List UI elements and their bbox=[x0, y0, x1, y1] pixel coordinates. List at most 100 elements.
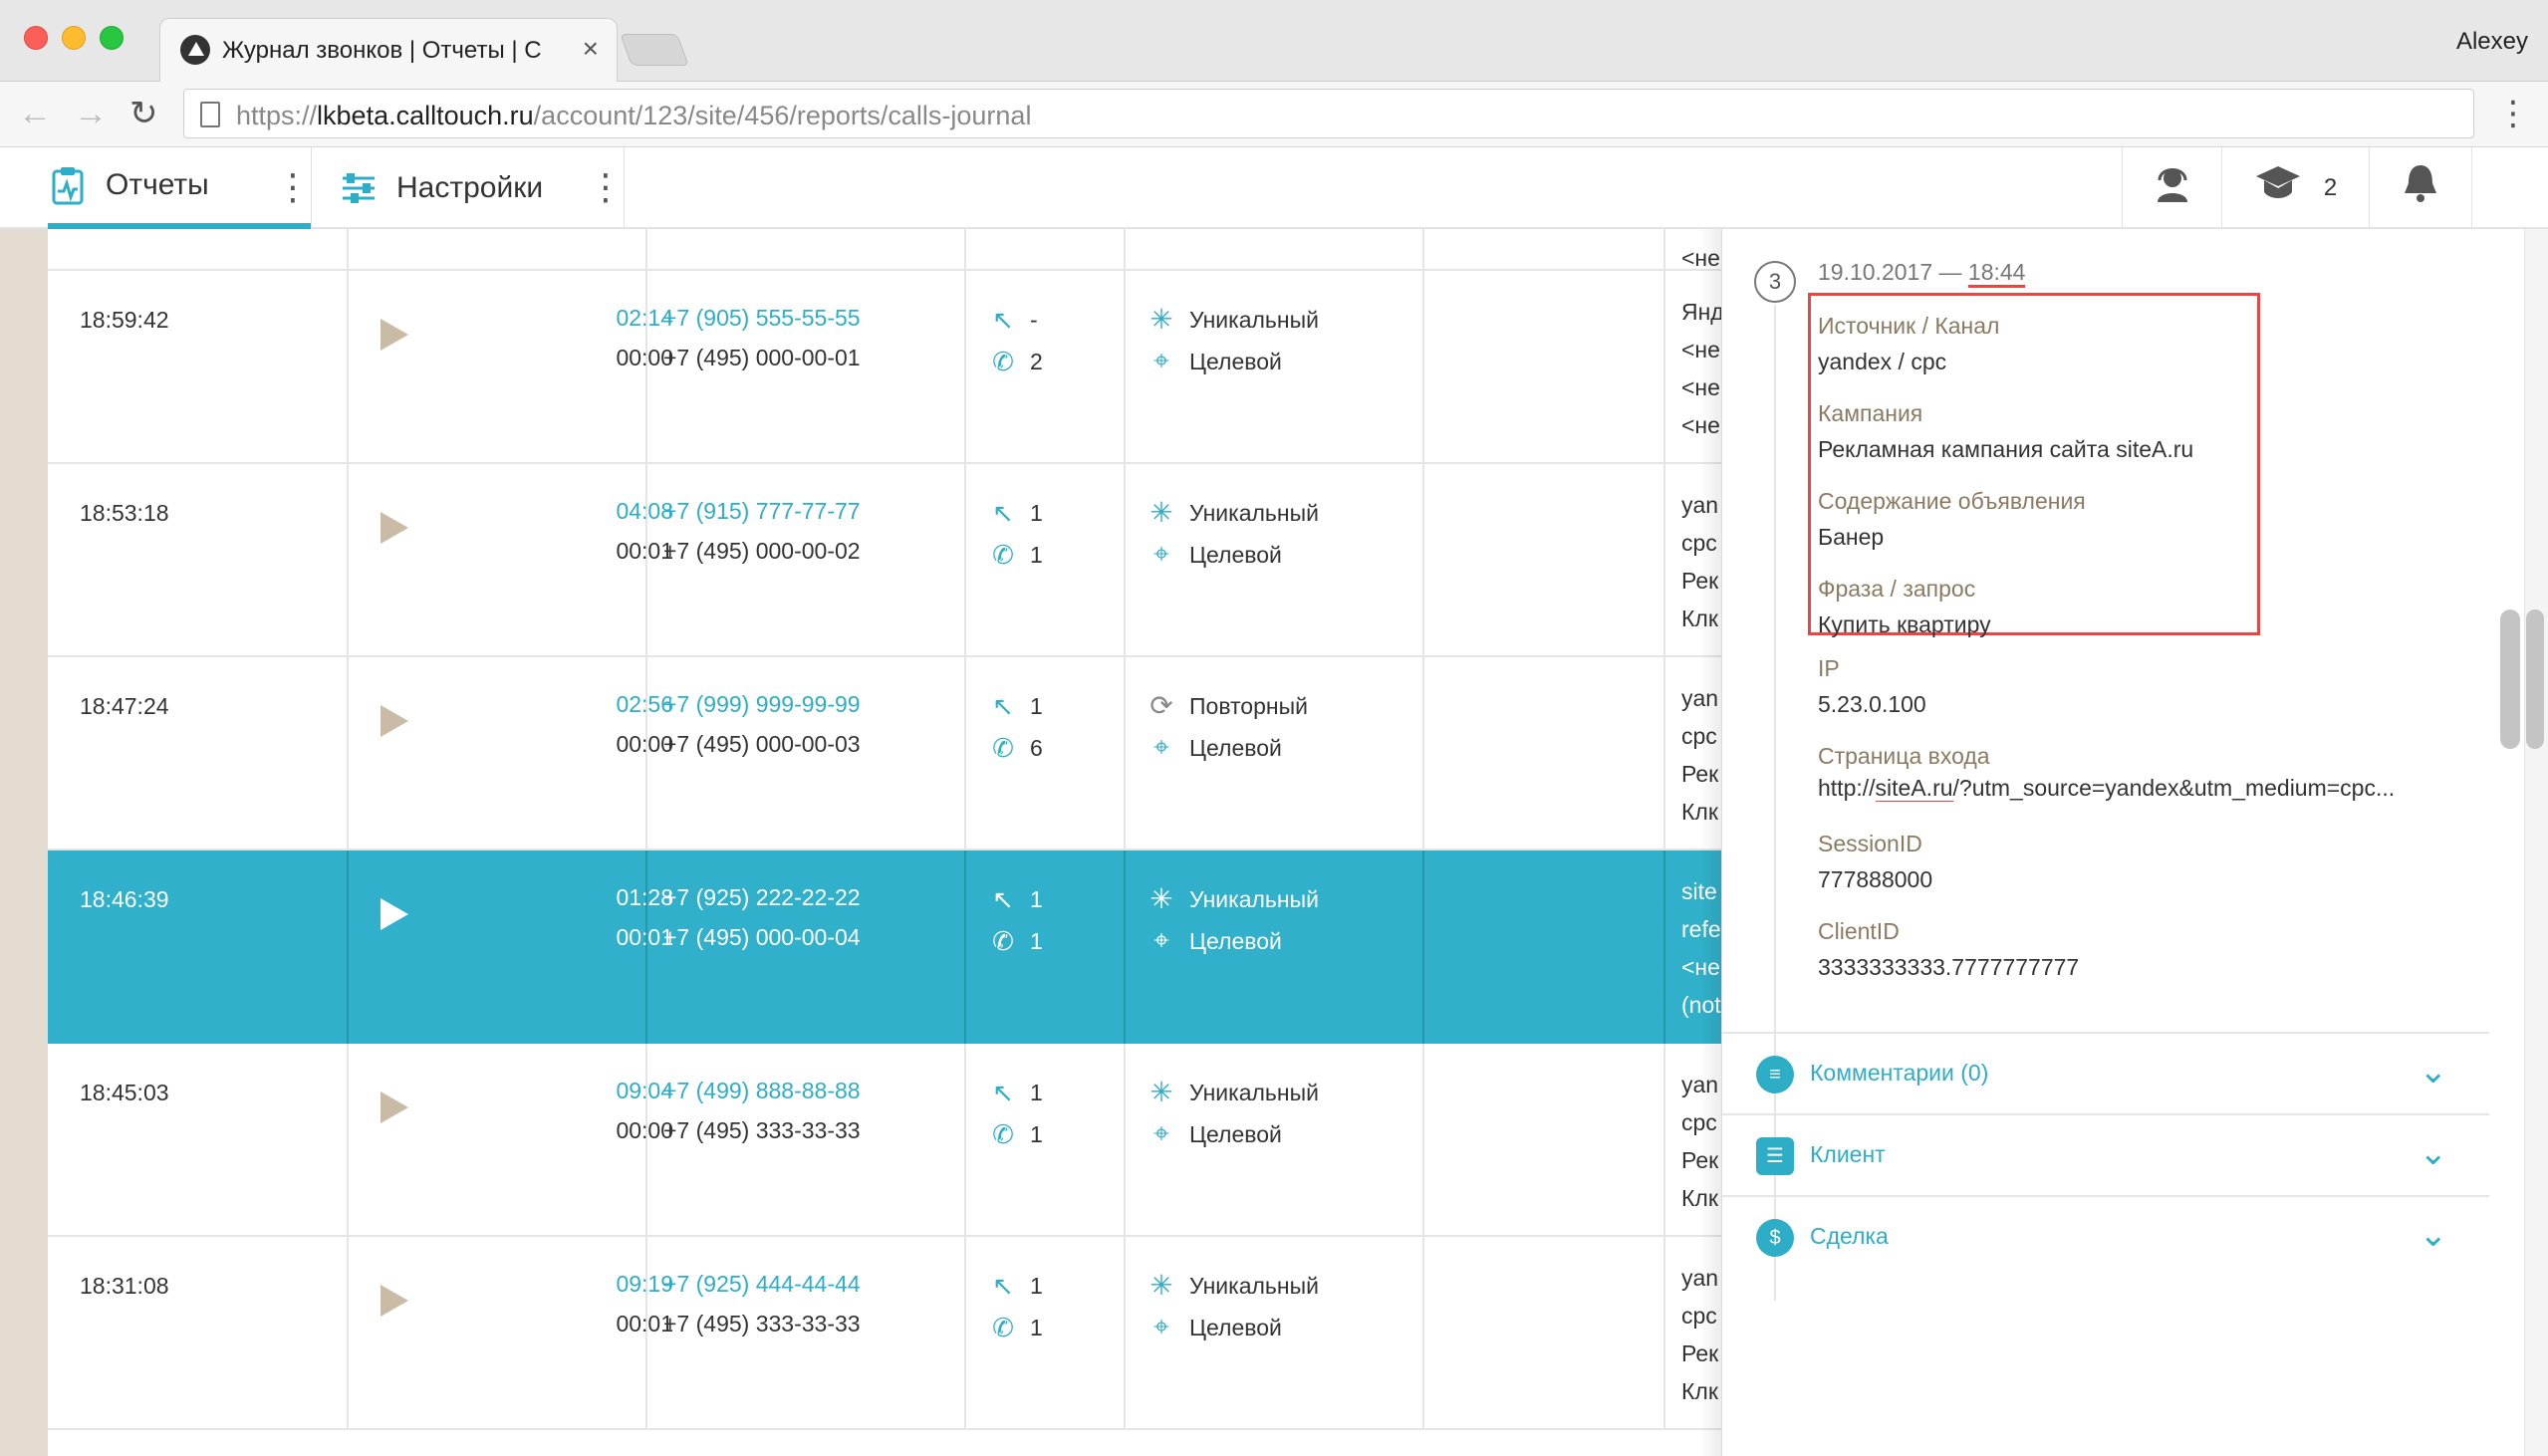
step-number: 3 bbox=[1754, 261, 1796, 303]
call-duration: 02:14 bbox=[616, 305, 673, 331]
reports-menu-icon[interactable]: ⋮ bbox=[275, 166, 311, 207]
calls-count: 1 bbox=[1030, 542, 1043, 568]
comments-section[interactable]: ≡ Комментарии (0) ⌄ bbox=[1722, 1032, 2489, 1113]
maximize-window-button[interactable] bbox=[100, 26, 124, 50]
caller-phone[interactable]: +7 (925) 222-22-22 bbox=[663, 884, 861, 910]
field-value: Банер bbox=[1818, 524, 1885, 550]
caller-phone[interactable]: +7 (915) 777-77-77 bbox=[663, 498, 861, 524]
entry-page-value[interactable]: http://siteA.ru/?utm_source=yandex&utm_m… bbox=[1818, 775, 2455, 802]
tracking-phone: +7 (495) 333-33-33 bbox=[663, 1117, 861, 1143]
play-icon[interactable] bbox=[381, 1285, 408, 1317]
wait-duration: 00:00 bbox=[616, 1117, 673, 1143]
call-time: 18:31:08 bbox=[80, 1273, 169, 1299]
play-icon[interactable] bbox=[381, 319, 408, 351]
phone-icon: ✆ bbox=[992, 540, 1014, 570]
deal-label: Сделка bbox=[1810, 1223, 1889, 1249]
academy-count: 2 bbox=[2323, 174, 2338, 201]
client-section[interactable]: ☰ Клиент ⌄ bbox=[1722, 1113, 2489, 1195]
source-cell: Янд bbox=[1681, 299, 1721, 326]
caller-phone[interactable]: +7 (905) 555-55-55 bbox=[663, 305, 861, 331]
tab-close-icon[interactable]: × bbox=[582, 33, 599, 64]
field-value: Купить квартиру bbox=[1818, 611, 1991, 637]
calls-count: 1 bbox=[1030, 1315, 1043, 1340]
chevron-down-icon[interactable]: ⌄ bbox=[2419, 1216, 2448, 1254]
chevron-down-icon[interactable]: ⌄ bbox=[2419, 1053, 2448, 1091]
cursor-arrow-icon: ↖ bbox=[992, 691, 1014, 721]
table-row[interactable]: 18:45:03 09:04 00:00 +7 (499) 888-88-88 … bbox=[48, 1044, 1721, 1237]
forward-arrow-icon[interactable]: → bbox=[74, 95, 108, 132]
table-row[interactable]: 18:53:18 04:08 00:01 +7 (915) 777-77-77 … bbox=[48, 464, 1721, 657]
call-time: 18:53:18 bbox=[80, 500, 169, 526]
target-tag: Целевой bbox=[1189, 542, 1282, 568]
address-bar[interactable]: https://lkbeta.calltouch.ru/account/123/… bbox=[183, 89, 2474, 138]
phone-icon: ✆ bbox=[992, 1119, 1014, 1149]
source-cell: refe bbox=[1681, 916, 1721, 943]
deal-section[interactable]: $ Сделка ⌄ bbox=[1722, 1195, 2489, 1277]
call-duration: 09:04 bbox=[616, 1078, 673, 1103]
tab-reports[interactable]: Отчеты bbox=[48, 147, 311, 229]
page-icon bbox=[200, 102, 220, 127]
close-window-button[interactable] bbox=[24, 26, 48, 50]
tracking-phone: +7 (495) 000-00-02 bbox=[663, 538, 861, 564]
window-scrollbar-thumb[interactable] bbox=[2526, 609, 2544, 749]
minimize-window-button[interactable] bbox=[62, 26, 86, 50]
browser-profile-name[interactable]: Alexey bbox=[2455, 28, 2528, 55]
phone-icon: ✆ bbox=[992, 733, 1014, 763]
uniqueness-tag: Уникальный bbox=[1189, 1273, 1319, 1299]
source-cell: <не bbox=[1681, 954, 1720, 981]
cursor-arrow-icon: ↖ bbox=[992, 498, 1014, 528]
play-icon[interactable] bbox=[381, 1092, 408, 1123]
caller-phone[interactable]: +7 (925) 444-44-44 bbox=[663, 1271, 861, 1297]
tab-reports-label: Отчеты bbox=[106, 168, 209, 201]
asterisk-icon: ✳ bbox=[1149, 1077, 1173, 1107]
new-tab-button[interactable] bbox=[620, 34, 689, 66]
tab-settings[interactable]: Настройки bbox=[339, 147, 637, 229]
tracking-phone: +7 (495) 000-00-01 bbox=[663, 345, 861, 370]
play-icon[interactable] bbox=[381, 898, 408, 930]
table-row[interactable]: 18:46:39 01:28 00:01 +7 (925) 222-22-22 … bbox=[48, 850, 1721, 1044]
comment-icon: ≡ bbox=[1756, 1056, 1794, 1093]
caller-phone[interactable]: +7 (499) 888-88-88 bbox=[663, 1078, 861, 1103]
uniqueness-tag: Уникальный bbox=[1189, 886, 1319, 912]
repeat-icon: ⟳ bbox=[1149, 690, 1173, 721]
table-row[interactable]: 18:31:08 09:19 00:01 +7 (925) 444-44-44 … bbox=[48, 1237, 1721, 1430]
table-row[interactable]: 18:59:42 02:14 00:00 +7 (905) 555-55-55 … bbox=[48, 271, 1721, 464]
wait-duration: 00:00 bbox=[616, 731, 673, 757]
browser-menu-icon[interactable]: ⋮ bbox=[2496, 95, 2530, 132]
source-cell: Рек bbox=[1681, 1147, 1718, 1174]
cursor-arrow-icon: ↖ bbox=[992, 1271, 1014, 1301]
bell-icon bbox=[2403, 163, 2438, 213]
settings-menu-icon[interactable]: ⋮ bbox=[588, 166, 624, 207]
window-scrollbar-track bbox=[2524, 229, 2548, 1456]
reload-icon[interactable]: ↻ bbox=[129, 95, 158, 132]
target-tag: Целевой bbox=[1189, 928, 1282, 954]
calls-count: 1 bbox=[1030, 1121, 1043, 1147]
chevron-down-icon[interactable]: ⌄ bbox=[2419, 1134, 2448, 1172]
call-time: 18:59:42 bbox=[80, 307, 169, 333]
target-tag: Целевой bbox=[1189, 349, 1282, 374]
target-tag: Целевой bbox=[1189, 1315, 1282, 1340]
source-cell: cpc bbox=[1681, 1109, 1717, 1136]
play-icon[interactable] bbox=[381, 512, 408, 544]
contact-card-icon: ☰ bbox=[1756, 1137, 1794, 1175]
calls-table: <не 18:59:42 02:14 00:00 +7 (905) 555-55… bbox=[48, 229, 1721, 1456]
source-cell: <не bbox=[1681, 245, 1720, 272]
source-cell: yan bbox=[1681, 1265, 1718, 1292]
academy-button[interactable]: 2 bbox=[2221, 147, 2369, 229]
source-cell: Клк bbox=[1681, 799, 1718, 826]
panel-scrollbar[interactable] bbox=[2500, 609, 2520, 749]
caller-phone[interactable]: +7 (999) 999-99-99 bbox=[663, 691, 861, 717]
uniqueness-tag: Повторный bbox=[1189, 693, 1308, 719]
back-arrow-icon[interactable]: ← bbox=[18, 95, 52, 132]
sliders-icon bbox=[339, 168, 379, 208]
notifications-button[interactable] bbox=[2369, 147, 2472, 229]
asterisk-icon: ✳ bbox=[1149, 304, 1173, 335]
graduation-cap-icon bbox=[2254, 164, 2302, 212]
call-time: 18:45:03 bbox=[80, 1080, 169, 1105]
table-row[interactable]: <не bbox=[48, 229, 1721, 271]
table-row[interactable]: 18:47:24 02:56 00:00 +7 (999) 999-99-99 … bbox=[48, 657, 1721, 850]
browser-tab[interactable]: Журнал звонков | Отчеты | Ca × bbox=[159, 18, 618, 82]
support-button[interactable] bbox=[2122, 147, 2221, 229]
visits-count: 1 bbox=[1030, 886, 1043, 912]
play-icon[interactable] bbox=[381, 705, 408, 737]
